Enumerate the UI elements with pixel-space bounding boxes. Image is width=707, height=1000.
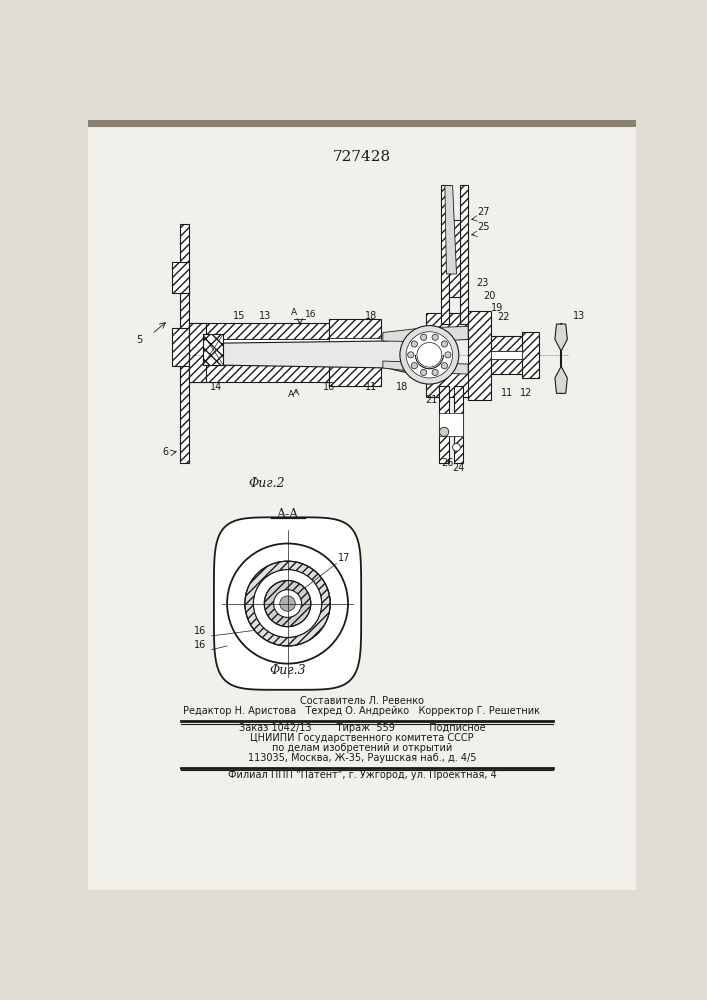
Text: 15: 15 xyxy=(233,311,245,321)
Text: 11: 11 xyxy=(365,381,378,391)
Circle shape xyxy=(408,352,414,358)
Bar xyxy=(440,386,449,463)
Circle shape xyxy=(445,352,451,358)
Circle shape xyxy=(432,334,438,340)
Text: 26: 26 xyxy=(441,458,453,468)
Text: 12: 12 xyxy=(520,388,532,398)
Text: Филиал ППП "Патент", г. Ужгород, ул. Проектная, 4: Филиал ППП "Патент", г. Ужгород, ул. Про… xyxy=(228,770,496,780)
Text: Заказ 1042/13        Тираж  559           Подписное: Заказ 1042/13 Тираж 559 Подписное xyxy=(239,723,485,733)
Text: 16: 16 xyxy=(322,381,334,391)
Bar xyxy=(468,311,491,400)
Circle shape xyxy=(245,561,330,646)
Bar xyxy=(491,336,530,351)
Circle shape xyxy=(245,561,330,646)
Text: А: А xyxy=(291,308,297,317)
Circle shape xyxy=(417,343,442,367)
Text: 20: 20 xyxy=(484,291,496,301)
Bar xyxy=(88,120,636,126)
Polygon shape xyxy=(214,517,361,690)
Circle shape xyxy=(452,443,460,451)
Circle shape xyxy=(253,570,322,637)
Text: 19: 19 xyxy=(491,303,503,313)
Bar xyxy=(460,185,468,324)
Polygon shape xyxy=(383,326,468,342)
Circle shape xyxy=(411,341,417,347)
Text: 14: 14 xyxy=(210,381,223,391)
Circle shape xyxy=(406,332,452,378)
Circle shape xyxy=(432,369,438,376)
Polygon shape xyxy=(555,366,567,393)
Bar xyxy=(329,366,381,386)
Polygon shape xyxy=(445,185,457,274)
Bar xyxy=(449,220,460,297)
Circle shape xyxy=(441,341,448,347)
Circle shape xyxy=(440,427,449,436)
Bar xyxy=(522,332,539,378)
Text: 23: 23 xyxy=(476,278,489,288)
Text: 18: 18 xyxy=(396,381,409,391)
Text: 16: 16 xyxy=(305,310,317,319)
Polygon shape xyxy=(555,324,567,351)
Circle shape xyxy=(253,570,322,637)
Bar xyxy=(441,185,449,324)
Circle shape xyxy=(411,363,417,369)
Bar xyxy=(329,338,381,366)
Text: 13: 13 xyxy=(573,311,585,321)
Bar xyxy=(491,359,530,374)
Bar xyxy=(329,319,381,338)
Text: A-A: A-A xyxy=(276,508,298,521)
Bar xyxy=(189,365,329,382)
Circle shape xyxy=(280,596,296,611)
Circle shape xyxy=(274,590,301,617)
Bar xyxy=(491,351,522,359)
Circle shape xyxy=(264,580,311,627)
Text: 11: 11 xyxy=(501,388,513,398)
Text: 17: 17 xyxy=(338,553,350,563)
Circle shape xyxy=(227,544,348,664)
Text: 13: 13 xyxy=(259,311,271,321)
Circle shape xyxy=(441,363,448,369)
Bar xyxy=(454,386,464,463)
Bar xyxy=(440,413,464,436)
Text: 22: 22 xyxy=(498,312,510,322)
Circle shape xyxy=(421,334,427,340)
Text: 24: 24 xyxy=(452,463,464,473)
Polygon shape xyxy=(383,361,468,374)
Bar xyxy=(426,370,472,397)
Text: 16: 16 xyxy=(194,626,206,636)
Text: 18: 18 xyxy=(365,311,378,321)
Bar xyxy=(206,339,329,365)
Bar xyxy=(189,323,206,382)
Text: 25: 25 xyxy=(477,222,490,232)
Circle shape xyxy=(245,561,330,646)
Bar xyxy=(189,323,329,339)
Circle shape xyxy=(421,369,427,376)
Bar xyxy=(172,328,189,366)
Text: Составитель Л. Ревенко: Составитель Л. Ревенко xyxy=(300,696,424,706)
Bar xyxy=(426,312,472,339)
Text: 727428: 727428 xyxy=(333,150,391,164)
Circle shape xyxy=(400,326,459,384)
Bar xyxy=(180,224,189,463)
Text: 6: 6 xyxy=(163,447,169,457)
Text: А: А xyxy=(288,390,293,399)
Polygon shape xyxy=(206,333,423,376)
Text: по делам изобретений и открытий: по делам изобретений и открытий xyxy=(271,743,452,753)
Text: 16: 16 xyxy=(194,640,206,650)
Text: 5: 5 xyxy=(136,335,143,345)
Bar xyxy=(172,262,189,293)
Text: Φиг.3: Φиг.3 xyxy=(269,664,306,677)
Text: Φиг.2: Φиг.2 xyxy=(248,477,285,490)
Bar xyxy=(203,334,223,365)
Text: Редактор Н. Аристова   Техред О. Андрейко   Корректор Г. Решетник: Редактор Н. Аристова Техред О. Андрейко … xyxy=(183,706,540,716)
Text: ЦНИИПИ Государственного комитета СССР: ЦНИИПИ Государственного комитета СССР xyxy=(250,733,474,743)
Text: 27: 27 xyxy=(477,207,490,217)
Text: 113035, Москва, Ж-35, Раушская наб., д. 4/5: 113035, Москва, Ж-35, Раушская наб., д. … xyxy=(247,753,477,763)
Text: 21: 21 xyxy=(425,395,437,405)
